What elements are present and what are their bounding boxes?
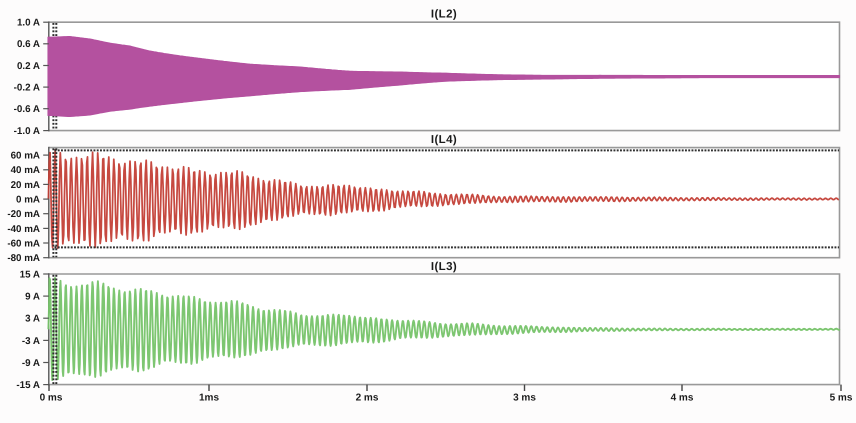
svg-text:1.0 A: 1.0 A xyxy=(17,18,40,29)
svg-text:0 mA: 0 mA xyxy=(16,195,40,206)
svg-text:2 ms: 2 ms xyxy=(356,393,379,404)
svg-text:-9 A: -9 A xyxy=(22,358,40,369)
svg-text:0.6 A: 0.6 A xyxy=(17,39,40,50)
svg-text:I(L3): I(L3) xyxy=(431,261,457,273)
svg-text:-60 mA: -60 mA xyxy=(7,238,40,249)
svg-text:40 mA: 40 mA xyxy=(11,165,40,176)
svg-text:3 ms: 3 ms xyxy=(513,393,536,404)
svg-text:20 mA: 20 mA xyxy=(11,180,40,191)
svg-text:-40 mA: -40 mA xyxy=(7,224,40,235)
svg-text:-80 mA: -80 mA xyxy=(7,253,40,264)
svg-text:0 ms: 0 ms xyxy=(40,393,63,404)
svg-text:-3 A: -3 A xyxy=(22,336,40,347)
svg-text:9 A: 9 A xyxy=(25,292,40,303)
svg-text:-0.2 A: -0.2 A xyxy=(14,83,40,94)
svg-text:5 ms: 5 ms xyxy=(830,393,853,404)
svg-text:3 A: 3 A xyxy=(25,314,40,325)
svg-text:0.2 A: 0.2 A xyxy=(17,61,40,72)
svg-text:15 A: 15 A xyxy=(20,269,40,280)
svg-text:60 mA: 60 mA xyxy=(11,151,40,162)
svg-text:4 ms: 4 ms xyxy=(671,393,694,404)
svg-text:-20 mA: -20 mA xyxy=(7,209,40,220)
svg-text:-15 A: -15 A xyxy=(16,380,40,391)
svg-text:-0.6 A: -0.6 A xyxy=(14,104,40,115)
svg-text:I(L2): I(L2) xyxy=(431,8,457,20)
svg-text:1ms: 1ms xyxy=(199,393,219,404)
svg-text:I(L4): I(L4) xyxy=(431,134,457,146)
svg-text:-1.0 A: -1.0 A xyxy=(14,126,40,137)
